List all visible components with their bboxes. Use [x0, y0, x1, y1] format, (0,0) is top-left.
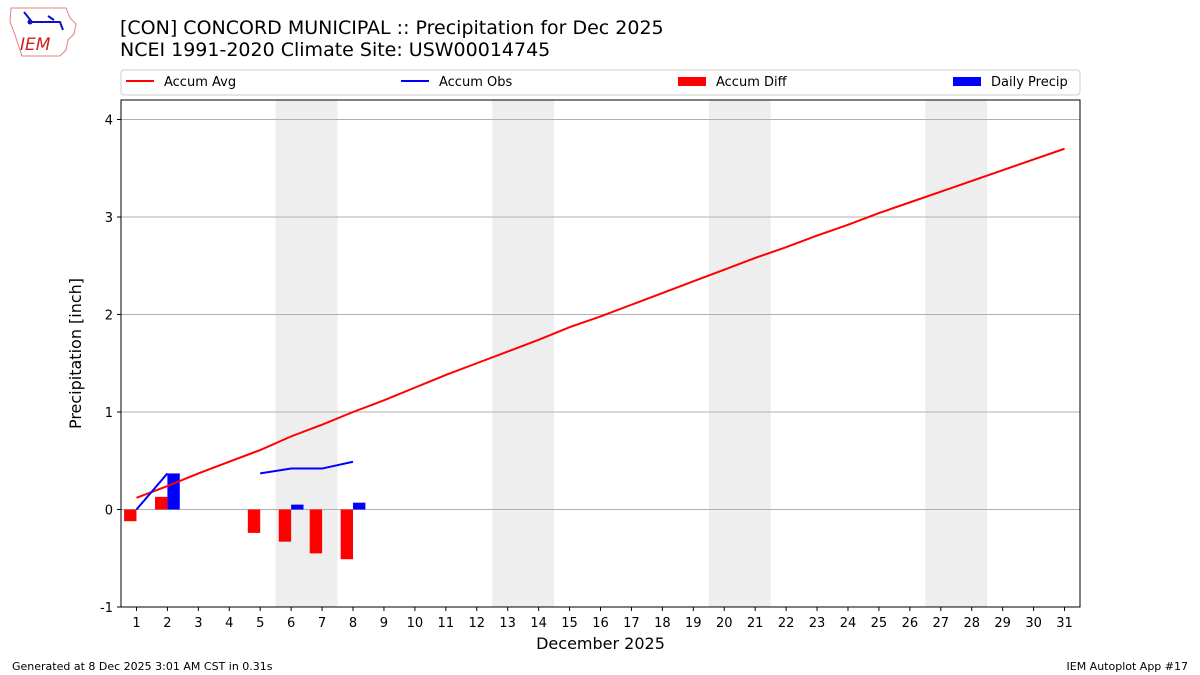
- x-tick-label: 11: [438, 616, 455, 631]
- x-tick-label: 31: [1056, 616, 1073, 631]
- plot-frame: [120, 99, 1081, 608]
- x-tick-label: 2: [163, 616, 171, 631]
- accum-diff-bar: [247, 509, 261, 533]
- x-tick-label: 9: [380, 616, 388, 631]
- legend-label: Accum Avg: [164, 75, 236, 90]
- x-tick-label: 14: [530, 616, 547, 631]
- footer-generated: Generated at 8 Dec 2025 3:01 AM CST in 0…: [12, 660, 273, 673]
- chart-title: [CON] CONCORD MUNICIPAL :: Precipitation…: [120, 17, 664, 39]
- legend-label: Accum Diff: [716, 75, 788, 90]
- accum-obs-line: [135, 472, 169, 511]
- accum-diff-bar: [340, 509, 354, 560]
- weekend-band: [925, 100, 988, 607]
- accum-diff-bar: [155, 496, 168, 510]
- x-tick-label: 22: [778, 616, 795, 631]
- x-tick-label: 1: [132, 616, 140, 631]
- accum-diff-bar: [309, 509, 323, 554]
- x-tick-label: 19: [685, 616, 702, 631]
- y-tick-label: 4: [105, 114, 113, 129]
- y-tick-label: 1: [105, 406, 113, 421]
- x-tick-label: 26: [902, 616, 919, 631]
- x-tick-label: 28: [963, 616, 980, 631]
- x-tick-label: 23: [809, 616, 826, 631]
- y-axis-label: Precipitation [inch]: [66, 278, 85, 429]
- x-tick-label: 17: [623, 616, 640, 631]
- x-tick-label: 24: [840, 616, 857, 631]
- x-tick-label: 29: [994, 616, 1011, 631]
- x-tick-label: 27: [933, 616, 950, 631]
- weekend-band: [708, 100, 771, 607]
- accum-diff-bar: [124, 509, 137, 522]
- iem-logo: IEM: [8, 4, 80, 62]
- x-tick-label: 30: [1025, 616, 1042, 631]
- y-tick-label: -1: [100, 601, 113, 616]
- x-tick-label: 5: [256, 616, 264, 631]
- legend-swatch-2: [678, 77, 706, 86]
- x-tick-label: 18: [654, 616, 671, 631]
- x-axis-label: December 2025: [536, 634, 665, 653]
- daily-precip-bar: [167, 473, 180, 510]
- legend-label: Accum Obs: [439, 75, 512, 90]
- x-tick-label: 7: [318, 616, 326, 631]
- footer-app: IEM Autoplot App #17: [1066, 660, 1189, 673]
- x-tick-label: 21: [747, 616, 764, 631]
- x-tick-label: 15: [561, 616, 578, 631]
- y-tick-label: 3: [105, 211, 113, 226]
- x-tick-label: 8: [349, 616, 357, 631]
- x-tick-label: 13: [499, 616, 516, 631]
- x-tick-label: 20: [716, 616, 733, 631]
- accum-diff-bar: [278, 509, 292, 542]
- daily-precip-bar: [291, 504, 304, 510]
- x-tick-label: 25: [871, 616, 888, 631]
- y-tick-label: 0: [105, 504, 113, 519]
- svg-text:IEM: IEM: [20, 35, 51, 55]
- x-tick-label: 10: [407, 616, 424, 631]
- legend-swatch-3: [953, 77, 981, 86]
- y-tick-label: 2: [105, 309, 113, 324]
- legend-box: [120, 69, 1081, 96]
- accum-avg-line: [136, 147, 1065, 499]
- chart-subtitle: NCEI 1991-2020 Climate Site: USW00014745: [120, 39, 551, 61]
- x-tick-label: 4: [225, 616, 233, 631]
- accum-obs-line: [260, 460, 354, 475]
- x-tick-label: 16: [592, 616, 609, 631]
- x-tick-label: 6: [287, 616, 295, 631]
- x-tick-label: 12: [468, 616, 485, 631]
- legend-label: Daily Precip: [991, 75, 1068, 90]
- daily-precip-bar: [353, 502, 366, 510]
- x-tick-label: 3: [194, 616, 202, 631]
